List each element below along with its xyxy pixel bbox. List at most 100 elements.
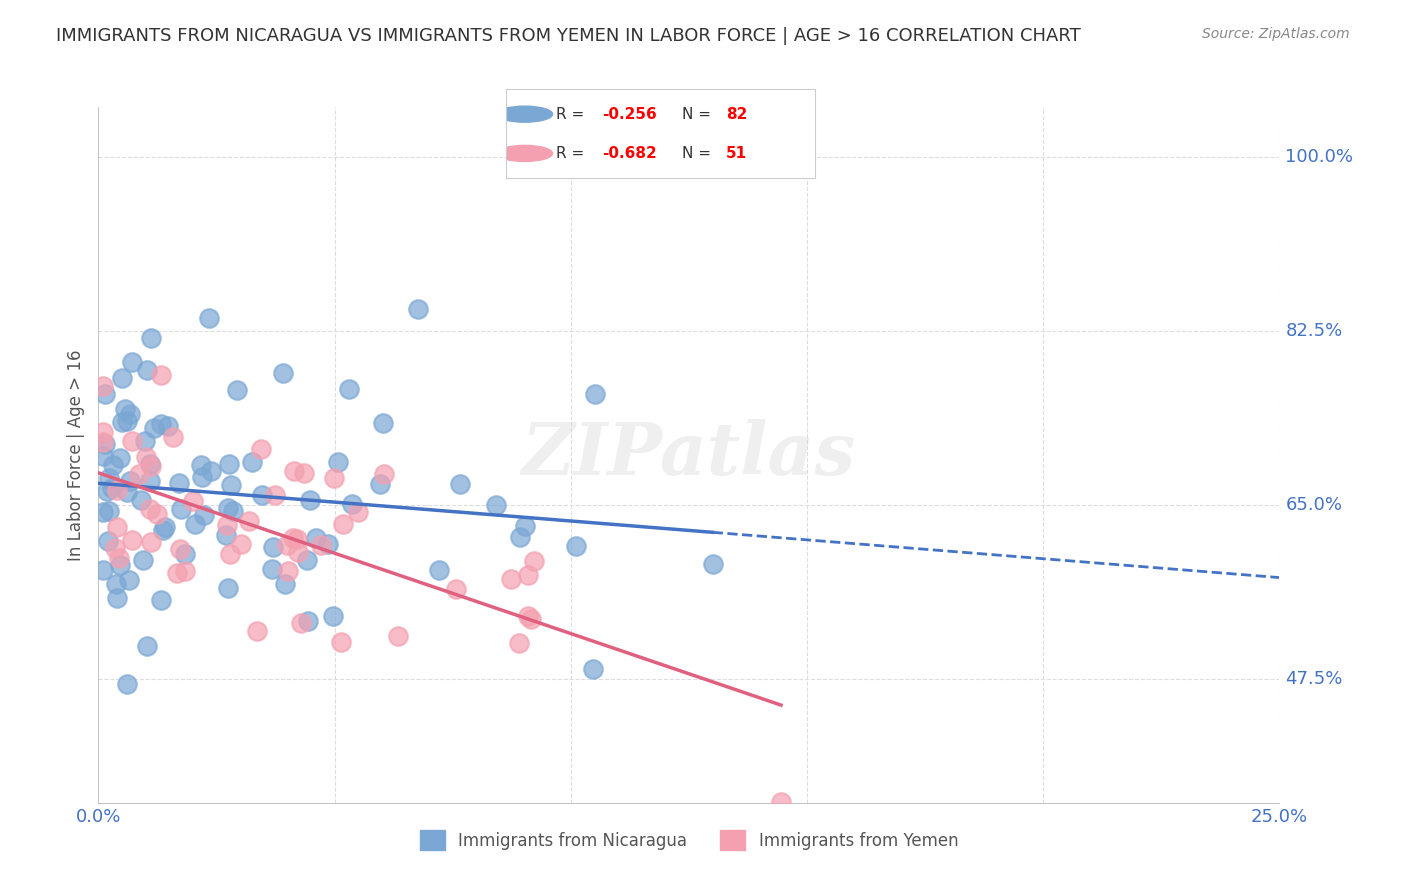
Point xyxy=(485,498,508,512)
Point xyxy=(100,481,122,495)
Text: -0.256: -0.256 xyxy=(602,107,657,121)
Point xyxy=(118,475,141,489)
Circle shape xyxy=(496,106,553,122)
Point xyxy=(449,476,471,491)
Point xyxy=(139,458,162,473)
Point xyxy=(219,547,242,561)
Point xyxy=(121,533,143,548)
Point xyxy=(285,532,308,546)
Point xyxy=(277,564,299,578)
Point xyxy=(769,796,792,810)
Text: -0.682: -0.682 xyxy=(602,146,657,161)
Point xyxy=(117,485,139,500)
Point xyxy=(217,501,239,516)
Point xyxy=(387,629,409,643)
Point xyxy=(263,487,285,501)
Point xyxy=(105,520,128,534)
Point xyxy=(98,504,121,518)
Point xyxy=(136,363,159,377)
Point xyxy=(114,402,136,417)
Text: 51: 51 xyxy=(725,146,747,161)
Point xyxy=(499,572,522,586)
Point xyxy=(136,639,159,653)
Point xyxy=(297,614,319,628)
Point xyxy=(292,466,315,480)
Point xyxy=(93,505,115,519)
Point xyxy=(427,563,450,577)
Point xyxy=(167,475,190,490)
Point xyxy=(139,458,162,472)
Text: IMMIGRANTS FROM NICARAGUA VS IMMIGRANTS FROM YEMEN IN LABOR FORCE | AGE > 16 COR: IMMIGRANTS FROM NICARAGUA VS IMMIGRANTS … xyxy=(56,27,1081,45)
Point xyxy=(108,450,131,465)
Point xyxy=(373,467,395,481)
Text: R =: R = xyxy=(555,146,589,161)
Y-axis label: In Labor Force | Age > 16: In Labor Force | Age > 16 xyxy=(66,349,84,561)
Point xyxy=(229,537,252,551)
Point xyxy=(129,493,152,508)
Point xyxy=(105,483,128,498)
Point xyxy=(105,591,128,606)
Point xyxy=(143,421,166,435)
Point xyxy=(94,387,117,401)
Point xyxy=(274,577,297,591)
Point xyxy=(340,497,363,511)
Point xyxy=(517,568,540,582)
Point xyxy=(276,538,298,552)
Point xyxy=(166,566,188,580)
Point xyxy=(91,435,114,450)
Point xyxy=(138,502,160,516)
Text: 100.0%: 100.0% xyxy=(1285,148,1354,166)
Point xyxy=(221,504,243,518)
Point xyxy=(184,517,207,532)
Point xyxy=(346,505,368,519)
Point xyxy=(214,528,236,542)
Point xyxy=(97,534,120,549)
Point xyxy=(104,576,127,591)
Point xyxy=(150,417,173,431)
Legend: Immigrants from Nicaragua, Immigrants from Yemen: Immigrants from Nicaragua, Immigrants fr… xyxy=(413,823,965,857)
Point xyxy=(520,612,543,626)
Point xyxy=(517,608,540,623)
Point xyxy=(305,532,328,546)
Point xyxy=(153,520,176,534)
Point xyxy=(162,430,184,444)
Point xyxy=(108,558,131,572)
Point xyxy=(219,478,242,492)
Point xyxy=(200,464,222,478)
Point xyxy=(523,554,546,568)
Text: R =: R = xyxy=(555,107,589,121)
Point xyxy=(565,539,588,553)
Point xyxy=(118,573,141,587)
Point xyxy=(128,467,150,481)
Point xyxy=(281,531,304,545)
Point xyxy=(94,437,117,451)
Point xyxy=(121,434,143,449)
Point xyxy=(217,581,239,595)
Point xyxy=(262,540,284,554)
Point xyxy=(91,450,114,464)
Point xyxy=(104,541,127,555)
Text: 82.5%: 82.5% xyxy=(1285,322,1343,340)
Point xyxy=(262,562,284,576)
Point xyxy=(246,624,269,638)
Point xyxy=(132,553,155,567)
Point xyxy=(141,331,163,345)
Point xyxy=(316,537,339,551)
Point xyxy=(509,530,531,544)
Point xyxy=(250,442,273,457)
Point xyxy=(583,386,606,401)
Point xyxy=(225,383,247,397)
Text: N =: N = xyxy=(682,107,716,121)
Point xyxy=(508,636,530,650)
Point xyxy=(118,407,141,421)
Point xyxy=(169,501,191,516)
Point xyxy=(157,419,180,434)
Point xyxy=(181,494,204,508)
Point xyxy=(373,416,395,430)
Point xyxy=(368,477,391,491)
Text: 47.5%: 47.5% xyxy=(1285,670,1343,688)
Point xyxy=(173,548,195,562)
Point xyxy=(287,545,309,559)
Point xyxy=(191,470,214,484)
Point xyxy=(139,474,162,488)
